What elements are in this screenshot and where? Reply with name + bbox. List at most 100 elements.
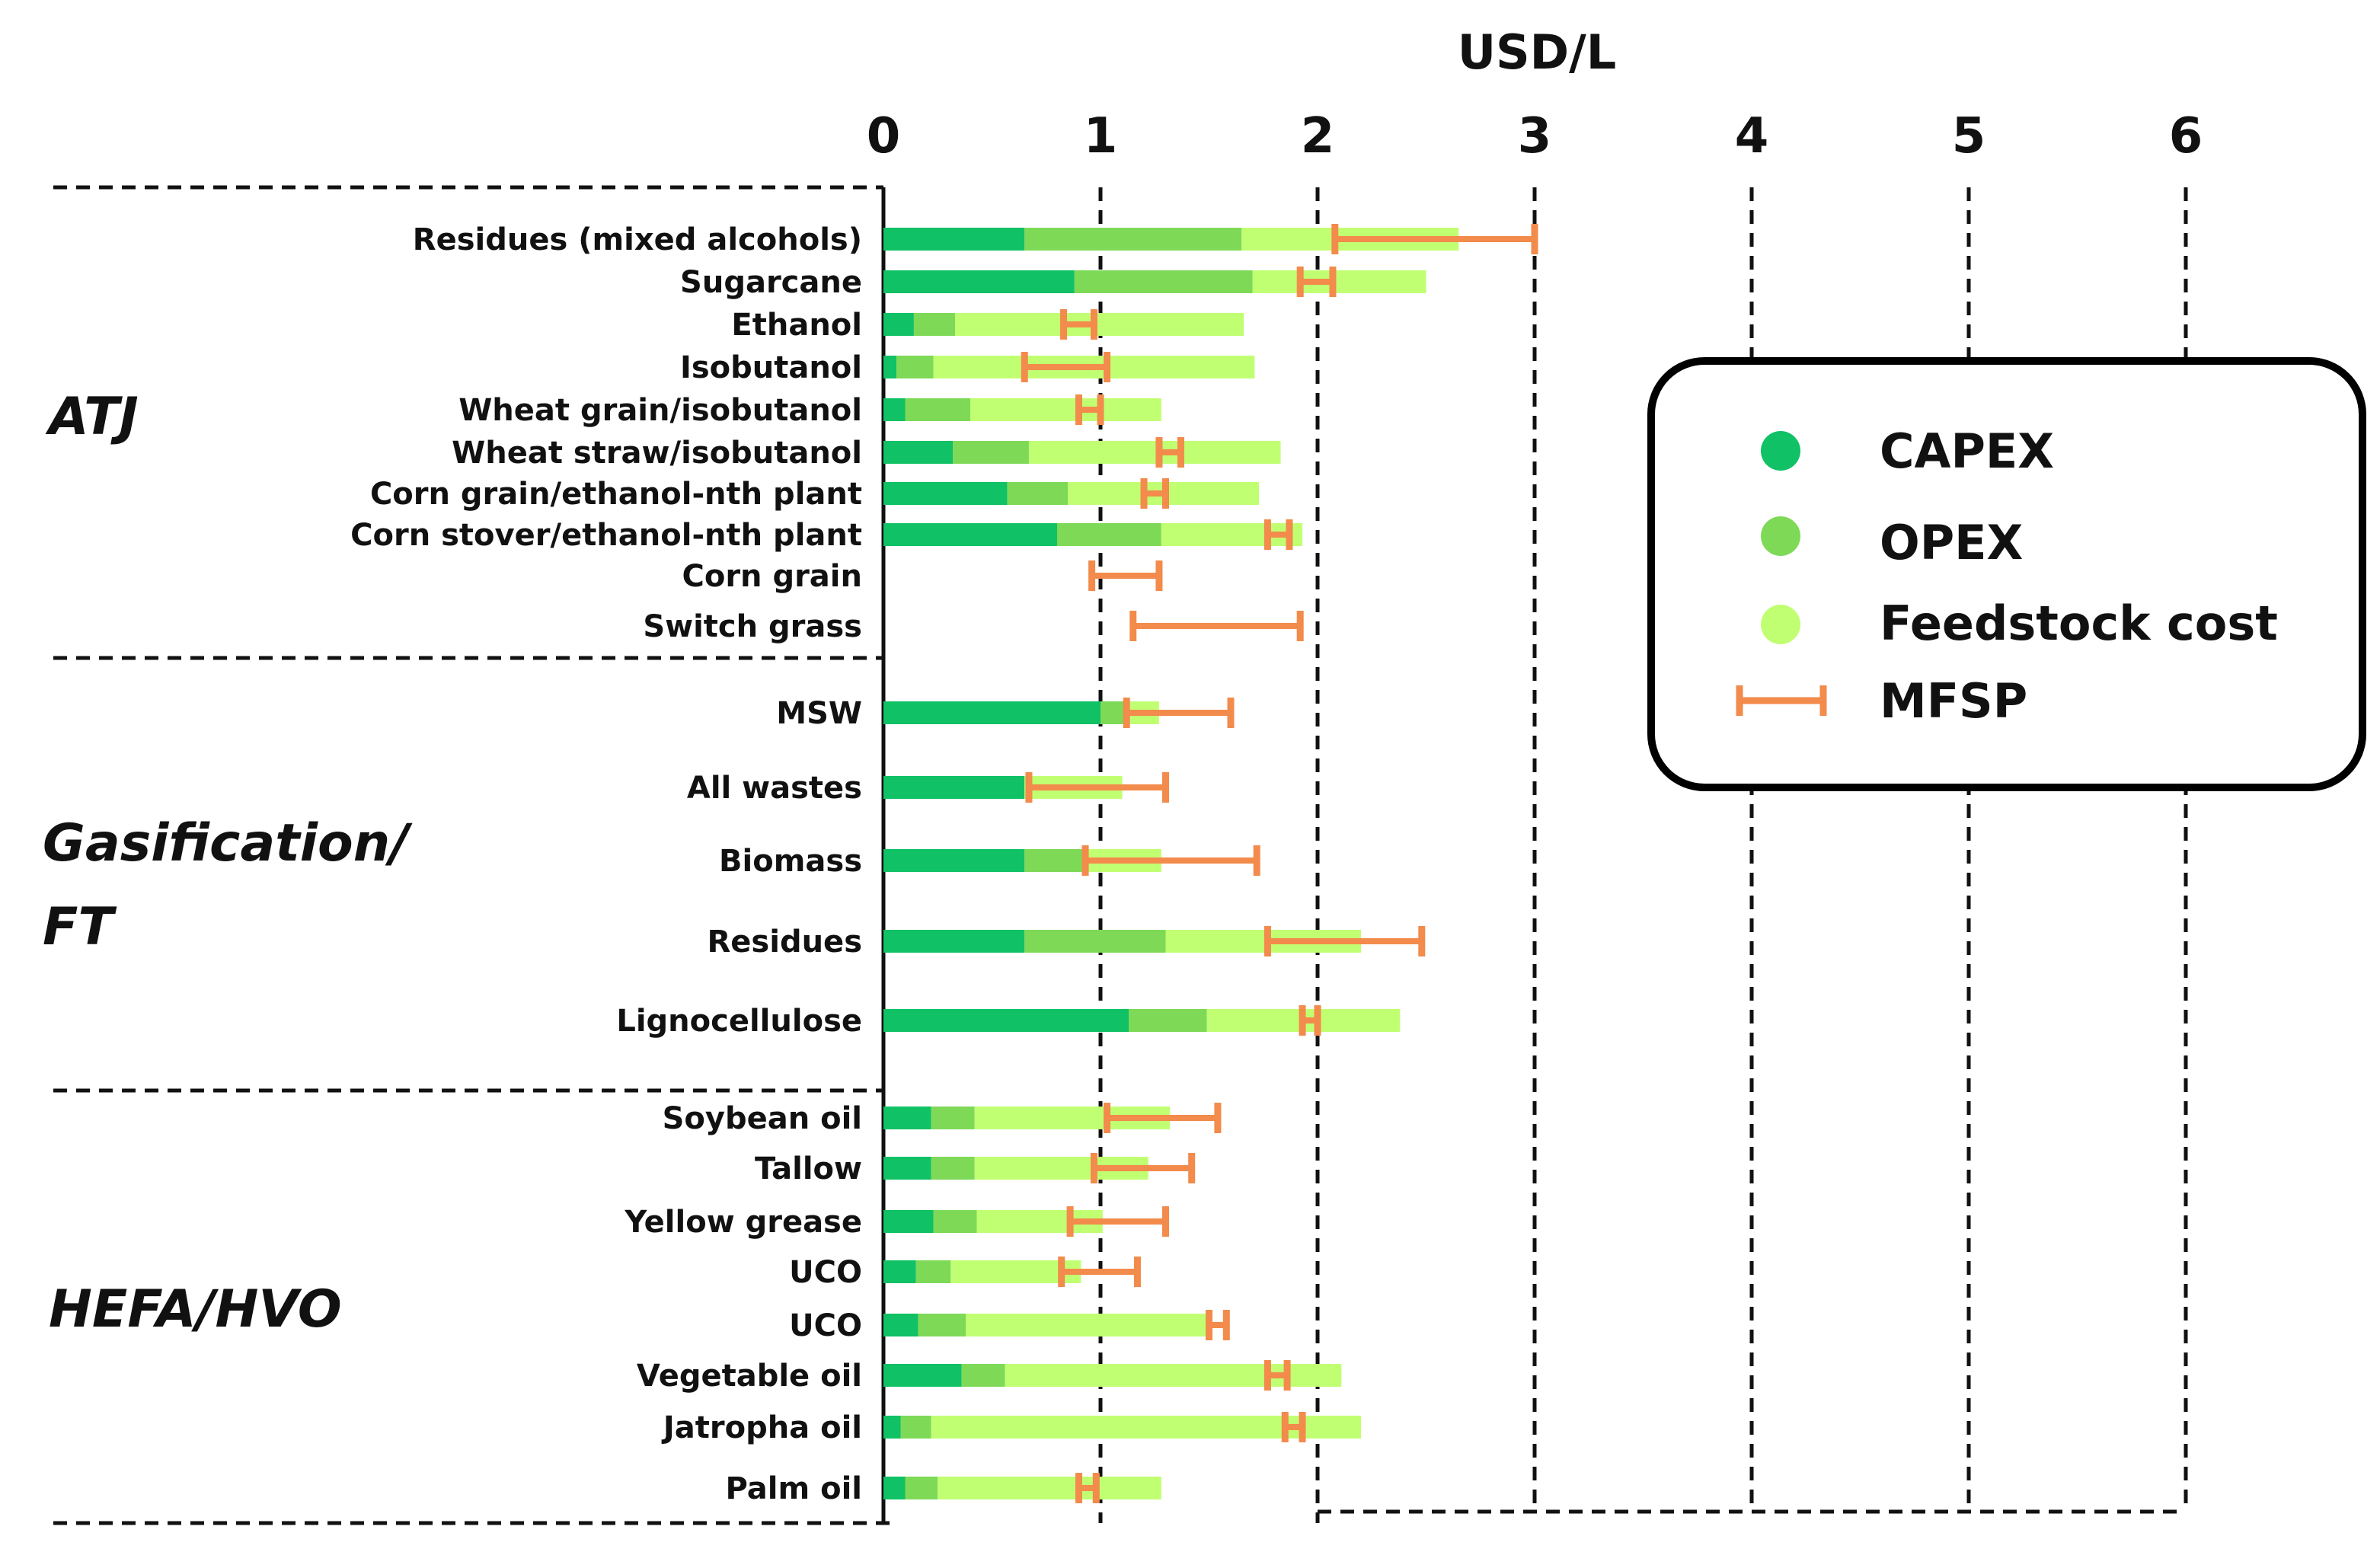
- bar-capex-2-4: [883, 1314, 918, 1336]
- category-label-2-3: UCO: [789, 1255, 862, 1290]
- bar-feedstock-2-7: [938, 1477, 1161, 1499]
- bar-opex-1-4: [1129, 1009, 1207, 1032]
- category-label-2-6: Jatropha oil: [661, 1410, 862, 1445]
- legend-opex-marker: [1761, 516, 1800, 556]
- bar-opex-1-0: [1101, 701, 1127, 724]
- legend-opex-label: OPEX: [1880, 515, 2023, 570]
- group-separators: [53, 185, 899, 1525]
- x-tick-5: 5: [1952, 108, 1986, 164]
- bar-capex-0-1: [883, 270, 1075, 293]
- category-label-1-3: Residues: [708, 924, 863, 960]
- bar-capex-0-2: [883, 313, 914, 336]
- bar-opex-2-3: [915, 1260, 951, 1283]
- legend-mfsp-label: MFSP: [1880, 673, 2027, 729]
- mfsp-range-1-2: [1081, 845, 1260, 876]
- mfsp-range-2-3: [1058, 1257, 1141, 1287]
- group-label-0: ATJ: [45, 387, 139, 447]
- legend-box: [1647, 357, 2366, 791]
- bar-opex-0-3: [896, 356, 934, 378]
- category-label-1-1: All wastes: [687, 771, 862, 806]
- mfsp-range-1-4: [1299, 1005, 1321, 1036]
- mfsp-range-0-4: [1075, 394, 1104, 425]
- group-label-1: Gasification/FT: [43, 813, 413, 957]
- bar-capex-2-3: [883, 1260, 916, 1283]
- mfsp-range-2-7: [1075, 1473, 1100, 1503]
- bar-capex-0-6: [883, 482, 1008, 505]
- mfsp-range-0-1: [1296, 267, 1337, 297]
- x-tick-6: 6: [2169, 108, 2203, 164]
- bar-opex-0-0: [1024, 228, 1242, 251]
- category-label-0-5: Wheat straw/isobutanol: [452, 436, 862, 471]
- category-label-2-5: Vegetable oil: [637, 1359, 862, 1394]
- group-labels: ATJ Gasification/FT HEFA/HVO: [43, 387, 413, 1340]
- mfsp-range-1-0: [1123, 698, 1235, 728]
- mfsp-range-0-6: [1140, 478, 1169, 509]
- category-labels: Residues (mixed alcohols) Sugarcane Ethano…: [350, 222, 862, 1506]
- bar-capex-0-3: [883, 356, 897, 378]
- bar-opex-2-0: [931, 1107, 975, 1129]
- legend-capex-label: CAPEX: [1880, 423, 2054, 479]
- bar-opex-1-2: [1024, 849, 1086, 872]
- bar-opex-0-1: [1074, 270, 1253, 293]
- category-label-0-4: Wheat grain/isobutanol: [458, 393, 862, 428]
- bar-capex-1-1: [883, 776, 1025, 799]
- bar-feedstock-0-5: [1028, 441, 1281, 464]
- category-label-1-0: MSW: [776, 696, 862, 731]
- bar-capex-0-7: [883, 523, 1057, 546]
- x-tick-4: 4: [1735, 108, 1769, 164]
- mfsp-range-0-7: [1263, 519, 1293, 550]
- x-tick-1: 1: [1084, 108, 1118, 164]
- mfsp-range-0-5: [1155, 437, 1184, 468]
- bar-capex-2-5: [883, 1364, 962, 1387]
- category-label-0-0: Residues (mixed alcohols): [413, 222, 862, 257]
- category-label-0-6: Corn grain/ethanol-nth plant: [370, 477, 862, 512]
- bar-capex-2-2: [883, 1210, 934, 1233]
- bar-opex-2-5: [961, 1364, 1005, 1387]
- bar-capex-2-6: [883, 1416, 901, 1439]
- mfsp-range-0-0: [1331, 224, 1538, 254]
- category-label-0-7: Corn stover/ethanol-nth plant: [350, 518, 862, 553]
- bar-opex-0-5: [953, 441, 1029, 464]
- category-label-1-2: Biomass: [719, 844, 862, 879]
- category-label-1-4: Lignocellulose: [616, 1004, 862, 1039]
- bar-feedstock-2-4: [966, 1314, 1209, 1336]
- bar-opex-0-4: [905, 398, 970, 421]
- x-tick-2: 2: [1301, 108, 1335, 164]
- mfsp-range-0-3: [1021, 352, 1111, 382]
- bar-capex-2-0: [883, 1107, 931, 1129]
- legend-mfsp-marker: [1736, 685, 1827, 716]
- bar-capex-0-5: [883, 441, 954, 464]
- legend-capex-marker: [1761, 431, 1800, 471]
- bar-feedstock-0-2: [955, 313, 1244, 336]
- category-label-2-2: Yellow grease: [624, 1205, 862, 1240]
- mfsp-range-0-9: [1129, 611, 1304, 641]
- x-axis-title: USD/L: [1458, 24, 1617, 80]
- bar-opex-2-6: [900, 1416, 931, 1439]
- x-tick-labels: 0 1 2 3 4 5 6: [867, 108, 2203, 164]
- category-label-0-9: Switch grass: [643, 609, 862, 644]
- bars: [883, 228, 1459, 1499]
- category-label-2-7: Palm oil: [726, 1471, 862, 1506]
- mfsp-range-2-1: [1090, 1153, 1196, 1183]
- bar-capex-0-4: [883, 398, 906, 421]
- legend-feedstock-label: Feedstock cost: [1880, 596, 2278, 651]
- bar-opex-1-3: [1024, 930, 1166, 953]
- mfsp-range-2-4: [1206, 1310, 1230, 1340]
- bar-capex-1-4: [883, 1009, 1129, 1032]
- bar-feedstock-2-5: [1005, 1364, 1342, 1387]
- category-label-2-4: UCO: [789, 1308, 862, 1343]
- bar-capex-1-2: [883, 849, 1025, 872]
- mfsp-range-0-8: [1088, 560, 1163, 591]
- x-tick-0: 0: [867, 108, 901, 164]
- mfsp-range-1-1: [1025, 772, 1169, 803]
- category-label-0-2: Ethanol: [731, 308, 862, 343]
- bar-feedstock-0-1: [1252, 270, 1426, 293]
- bar-opex-2-7: [905, 1477, 938, 1499]
- bar-capex-1-0: [883, 701, 1101, 724]
- mfsp-range-2-6: [1281, 1412, 1306, 1442]
- bar-feedstock-0-4: [970, 398, 1161, 421]
- mfsp-range-2-5: [1263, 1360, 1291, 1391]
- bar-opex-0-6: [1007, 482, 1069, 505]
- category-label-2-1: Tallow: [755, 1151, 862, 1186]
